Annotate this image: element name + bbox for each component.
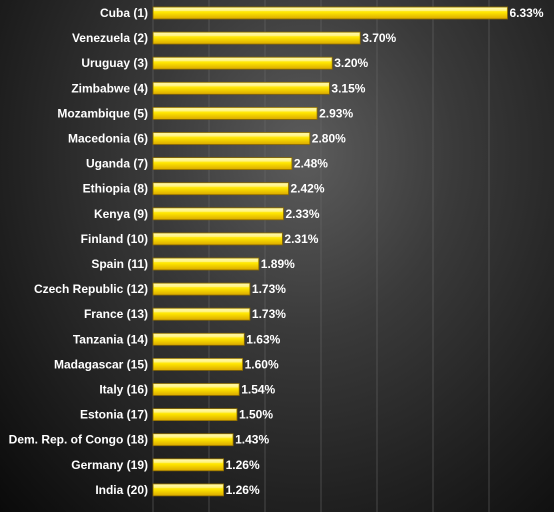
bar: [152, 257, 260, 271]
bar-highlight: [154, 8, 507, 11]
bar-highlight: [154, 259, 258, 262]
bar-highlight: [154, 284, 249, 288]
category-label: Germany (19): [71, 458, 148, 472]
bar-highlight: [154, 83, 329, 87]
bar: [152, 433, 234, 447]
bar-highlight: [154, 133, 309, 137]
bar-highlight: [154, 108, 317, 112]
category-label: India (20): [95, 483, 148, 497]
category-label: Kenya (9): [94, 207, 148, 221]
value-label: 3.20%: [334, 56, 368, 70]
category-label: Dem. Rep. of Congo (18): [9, 433, 148, 447]
bar-highlight: [154, 183, 288, 187]
category-label: Italy (16): [99, 383, 148, 397]
value-label: 2.33%: [286, 207, 320, 221]
value-label: 2.31%: [284, 232, 318, 246]
bar: [152, 458, 224, 472]
bar: [152, 6, 508, 20]
bar-highlight: [154, 459, 223, 463]
value-label: 1.50%: [239, 408, 273, 422]
category-label: Czech Republic (12): [34, 282, 148, 296]
value-label: 2.42%: [291, 182, 325, 196]
value-label: 6.33%: [510, 6, 544, 20]
bar-highlight: [154, 384, 239, 388]
bar: [152, 182, 289, 196]
category-label: Tanzania (14): [73, 332, 148, 346]
value-label: 1.26%: [226, 458, 260, 472]
value-label: 1.54%: [241, 383, 275, 397]
bar-highlight: [154, 434, 233, 438]
bar: [152, 483, 224, 497]
category-label: Uruguay (3): [81, 56, 148, 70]
value-label: 1.73%: [252, 307, 286, 321]
category-label: Zimbabwe (4): [71, 81, 148, 95]
value-label: 1.73%: [252, 282, 286, 296]
bar-highlight: [154, 58, 332, 62]
bar: [152, 408, 238, 422]
bar: [152, 232, 283, 246]
value-label: 1.43%: [235, 433, 269, 447]
bar-highlight: [154, 409, 236, 413]
bar: [152, 157, 293, 171]
bar: [152, 383, 240, 396]
bar-highlight: [154, 208, 283, 212]
category-label: Madagascar (15): [54, 357, 148, 371]
bar-highlight: [154, 484, 223, 488]
value-label: 3.15%: [331, 81, 365, 95]
bar-highlight: [154, 334, 244, 338]
bar: [152, 307, 251, 321]
category-label: France (13): [84, 307, 148, 321]
category-label: Macedonia (6): [68, 132, 148, 146]
bar: [152, 107, 318, 120]
category-label: Spain (11): [91, 257, 148, 271]
value-label: 3.70%: [362, 31, 396, 45]
bar: [152, 357, 243, 371]
bar-highlight: [154, 359, 242, 363]
bar: [152, 31, 361, 45]
value-labels: 6.33% 3.70% 3.20% 3.15% 2.93% 2.80% 2.48% 2.42%…: [226, 6, 544, 497]
value-label: 1.60%: [245, 357, 279, 371]
bar: [152, 282, 251, 296]
value-label: 1.63%: [246, 332, 280, 346]
category-label: Venezuela (2): [72, 31, 148, 45]
value-label: 2.93%: [319, 106, 353, 120]
value-label: 1.89%: [261, 257, 295, 271]
value-label: 1.26%: [226, 483, 260, 497]
bar: [152, 81, 330, 95]
bar-highlight: [154, 33, 360, 37]
category-label: Ethiopia (8): [83, 182, 148, 196]
category-labels: Cuba (1) Venezuela (2) Uruguay (3) Zimbabwe…: [9, 6, 148, 497]
category-label: Uganda (7): [86, 157, 148, 171]
bar: [152, 132, 311, 145]
bars: [152, 6, 508, 497]
bar: [152, 332, 245, 346]
category-label: Estonia (17): [80, 408, 148, 422]
category-label: Finland (10): [81, 232, 148, 246]
category-label: Cuba (1): [100, 6, 148, 20]
value-label: 2.48%: [294, 157, 328, 171]
category-label: Mozambique (5): [57, 106, 148, 120]
bar-highlight: [154, 233, 282, 237]
bar-highlight: [154, 158, 291, 162]
value-label: 2.80%: [312, 132, 346, 146]
bar: [152, 56, 333, 70]
bar: [152, 207, 284, 221]
bar-highlight: [154, 309, 249, 313]
